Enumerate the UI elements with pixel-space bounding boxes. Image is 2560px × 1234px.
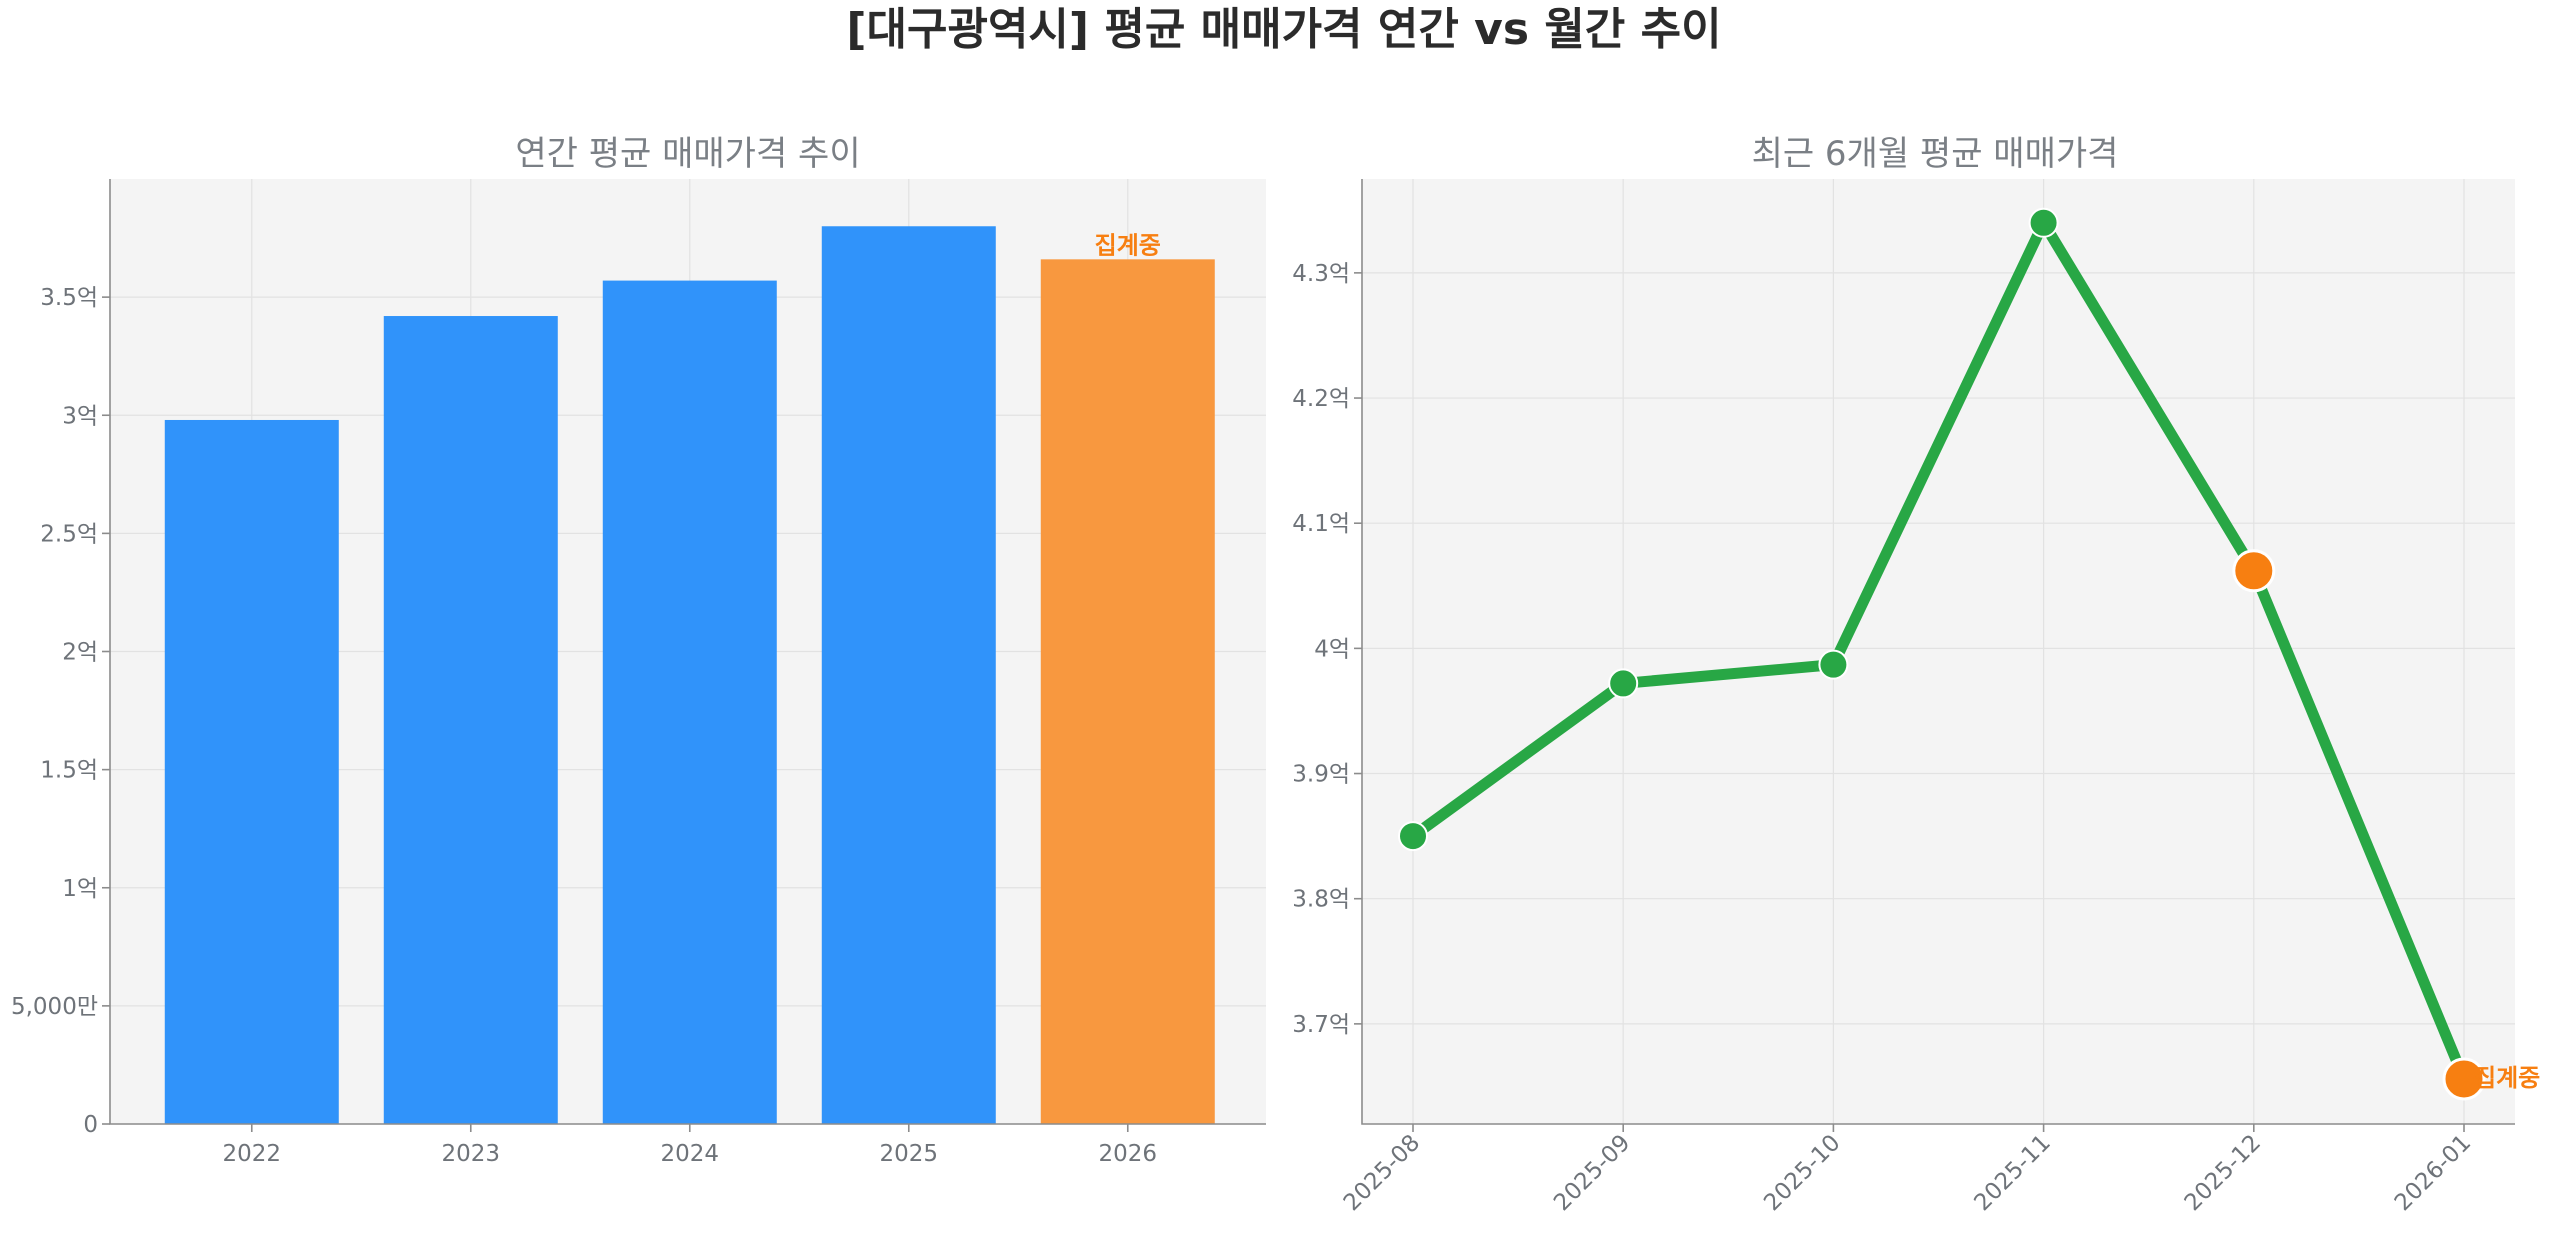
bar-2026 [1040,259,1215,1124]
line-x-tick-label: 2025-10 [1759,1130,1845,1216]
line-axes-spine [1361,179,2515,1125]
bar-2024 [602,280,777,1124]
bar-annotation-partial: 집계중 [1095,231,1161,259]
bar-y-tick-label: 1억 [62,876,98,902]
annual-bar-chart: 연간 평균 매매가격 추이 집계중 0 5,000만 1억 1.5억 2억 2.5억 3억 3… [11,134,1266,1167]
line-x-tick-label: 2025-09 [1549,1130,1635,1216]
bar-x-tick-label: 2022 [223,1141,282,1167]
line-y-tick-label: 4.1억 [1292,511,1350,537]
line-x-tick-label: 2025-11 [1969,1130,2055,1216]
bar-chart-title: 연간 평균 매매가격 추이 [515,134,860,174]
bar-x-tick-label: 2026 [1099,1141,1158,1167]
line-annotation-partial: 집계중 [2474,1064,2540,1092]
bar-axes-spine [109,179,1266,1125]
line-y-tick-label: 3.8억 [1292,887,1350,913]
line-plot-area [1362,179,2515,1124]
line-y-tick-label: 3.7억 [1292,1012,1350,1038]
line-x-tick-label: 2025-08 [1339,1130,1425,1216]
line-y-tick-label: 4억 [1314,636,1350,662]
line-point-2025-09 [1608,668,1639,699]
bar-2025 [821,226,996,1124]
line-x-tick-label: 2026-01 [2390,1130,2476,1216]
line-point-2025-11 [2028,207,2059,238]
bar-2022 [164,419,339,1125]
line-y-tick-label: 4.3억 [1292,261,1350,287]
line-series [1407,217,2470,1085]
bar-y-tick-label: 3억 [62,403,98,429]
line-y-tick-label: 3.9억 [1292,762,1350,788]
bar-x-tick-label: 2024 [661,1141,720,1167]
line-x-tick-label: 2025-12 [2180,1130,2266,1216]
line-point-2025-12 [2232,549,2276,593]
bar-y-tick-label: 3.5억 [40,285,98,311]
bar-y-tick-label: 5,000만 [11,994,98,1020]
bar-y-tick-label: 2억 [62,640,98,666]
line-point-2026-01 [2442,1057,2486,1101]
bar-y-tick-label: 0 [83,1112,98,1138]
bar-x-tick-label: 2025 [880,1141,939,1167]
line-point-2025-10 [1818,649,1849,680]
line-point-2025-08 [1398,821,1428,852]
figure-title: [대구광역시] 평균 매매가격 연간 vs 월간 추이 [846,4,1721,55]
bar-y-tick-label: 2.5억 [40,521,98,547]
monthly-line-chart: 최근 6개월 평균 매매가격 집계중 3.7억 3.8억 3.9억 4억 4.1억 4.2… [1292,134,2540,1216]
bar-2023 [383,316,558,1124]
bar-x-tick-label: 2023 [442,1141,501,1167]
line-chart-title: 최근 6개월 평균 매매가격 [1752,134,2119,174]
bar-y-tick-label: 1.5억 [40,758,98,784]
line-y-tick-label: 4.2억 [1292,386,1350,412]
